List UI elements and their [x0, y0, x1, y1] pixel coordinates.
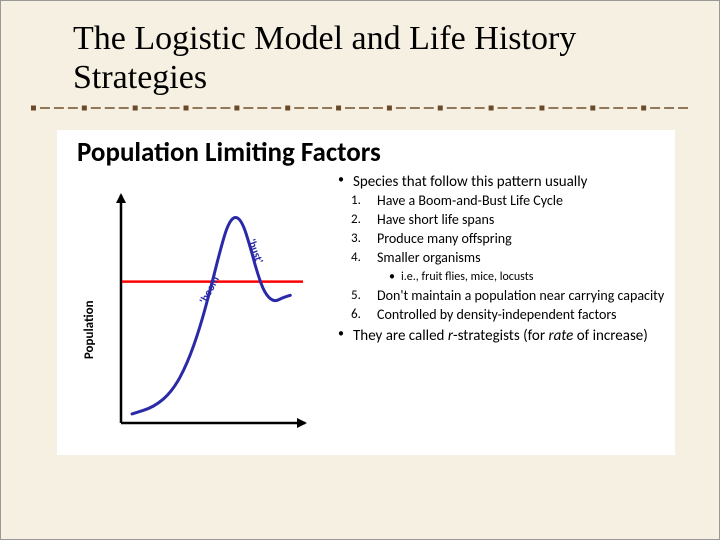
lead-text: Species that follow this pattern usually — [353, 173, 667, 191]
list-text: Don't maintain a population near carryin… — [377, 288, 667, 304]
list-number: 3. — [351, 231, 377, 246]
bullet-icon: • — [383, 270, 401, 284]
closing-bullet: • They are called r-strategists (for rat… — [329, 327, 667, 345]
list-item: 3.Produce many offspring — [351, 231, 667, 247]
list-text: Produce many offspring — [377, 231, 667, 247]
closing-text: They are called r-strategists (for rate … — [353, 327, 667, 345]
list-item: 4.Smaller organisms — [351, 250, 667, 266]
list-text: Controlled by density-independent factor… — [377, 307, 667, 323]
population-chart: Population 'boom' 'bust' — [75, 181, 315, 441]
content-panel: Population Limiting Factors Population 'b… — [57, 130, 675, 455]
list-text: Have a Boom-and-Bust Life Cycle — [377, 193, 667, 209]
slide: The Logistic Model and Life History Stra… — [0, 0, 720, 540]
list-text: Smaller organisms — [377, 250, 667, 266]
list-item: 6.Controlled by density-independent fact… — [351, 307, 667, 323]
page-title: The Logistic Model and Life History Stra… — [73, 19, 691, 97]
list-number: 4. — [351, 250, 377, 265]
example-bullet: • i.e., fruit flies, mice, locusts — [383, 270, 667, 284]
list-number: 2. — [351, 212, 377, 227]
example-text: i.e., fruit flies, mice, locusts — [401, 270, 533, 284]
text-list: • Species that follow this pattern usual… — [325, 173, 667, 441]
list-number: 6. — [351, 307, 377, 322]
chart-area: Population 'boom' 'bust' — [65, 173, 325, 441]
lead-bullet: • Species that follow this pattern usual… — [329, 173, 667, 191]
divider-ornament — [29, 105, 691, 111]
svg-text:Population: Population — [82, 301, 97, 360]
bullet-icon: • — [329, 173, 353, 187]
list-item: 2.Have short life spans — [351, 212, 667, 228]
list-item: 5.Don't maintain a population near carry… — [351, 288, 667, 304]
bullet-icon: • — [329, 327, 353, 341]
list-number: 1. — [351, 193, 377, 208]
list-item: 1.Have a Boom-and-Bust Life Cycle — [351, 193, 667, 209]
svg-text:'bust': 'bust' — [245, 237, 266, 265]
list-text: Have short life spans — [377, 212, 667, 228]
list-number: 5. — [351, 288, 377, 303]
section-title: Population Limiting Factors — [77, 136, 667, 169]
svg-text:'boom': 'boom' — [197, 272, 223, 306]
